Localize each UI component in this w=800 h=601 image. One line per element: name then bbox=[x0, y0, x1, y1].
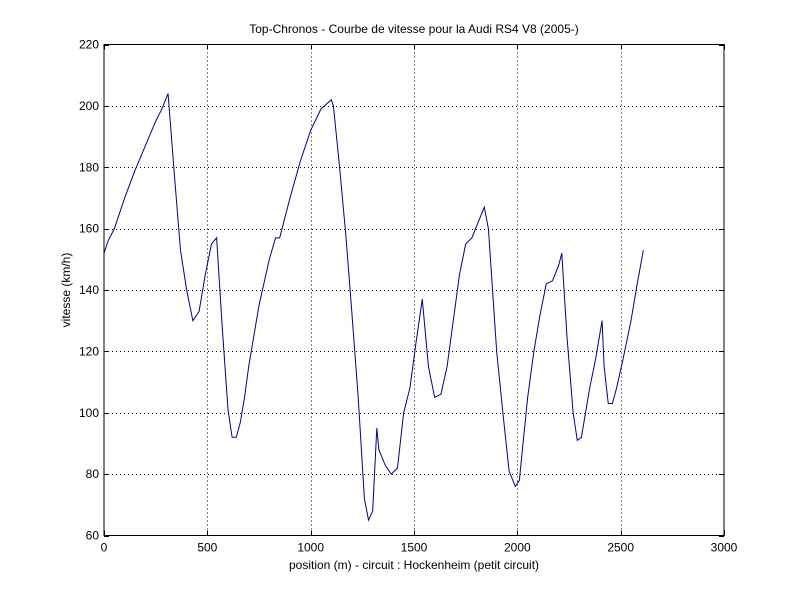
y-tick-label: 80 bbox=[86, 467, 100, 481]
axis-ticks: 0 500 1000 1500 2000 2500 3000 60 80 100 120 140 160… bbox=[79, 38, 738, 555]
y-axis-label: vitesse (km/h) bbox=[59, 253, 73, 328]
grid bbox=[104, 44, 724, 536]
y-tick-label: 220 bbox=[79, 38, 99, 52]
x-tick-label: 1000 bbox=[297, 541, 324, 555]
x-tick-label: 2000 bbox=[504, 541, 531, 555]
x-tick-label: 3000 bbox=[711, 541, 738, 555]
x-tick-label: 1500 bbox=[401, 541, 428, 555]
y-tick-label: 140 bbox=[79, 283, 99, 297]
y-tick-label: 180 bbox=[79, 160, 99, 174]
x-tick-label: 500 bbox=[197, 541, 217, 555]
y-tick-label: 100 bbox=[79, 406, 99, 420]
x-tick-label: 0 bbox=[101, 541, 108, 555]
y-tick-label: 120 bbox=[79, 344, 99, 358]
y-tick-label: 200 bbox=[79, 99, 99, 113]
x-axis-label: position (m) - circuit : Hockenheim (pet… bbox=[289, 558, 539, 572]
y-tick-label: 60 bbox=[86, 529, 100, 543]
x-tick-label: 2500 bbox=[607, 541, 634, 555]
y-tick-label: 160 bbox=[79, 222, 99, 236]
chart-title: Top-Chronos - Courbe de vitesse pour la … bbox=[249, 22, 579, 36]
speed-line bbox=[103, 93, 644, 522]
